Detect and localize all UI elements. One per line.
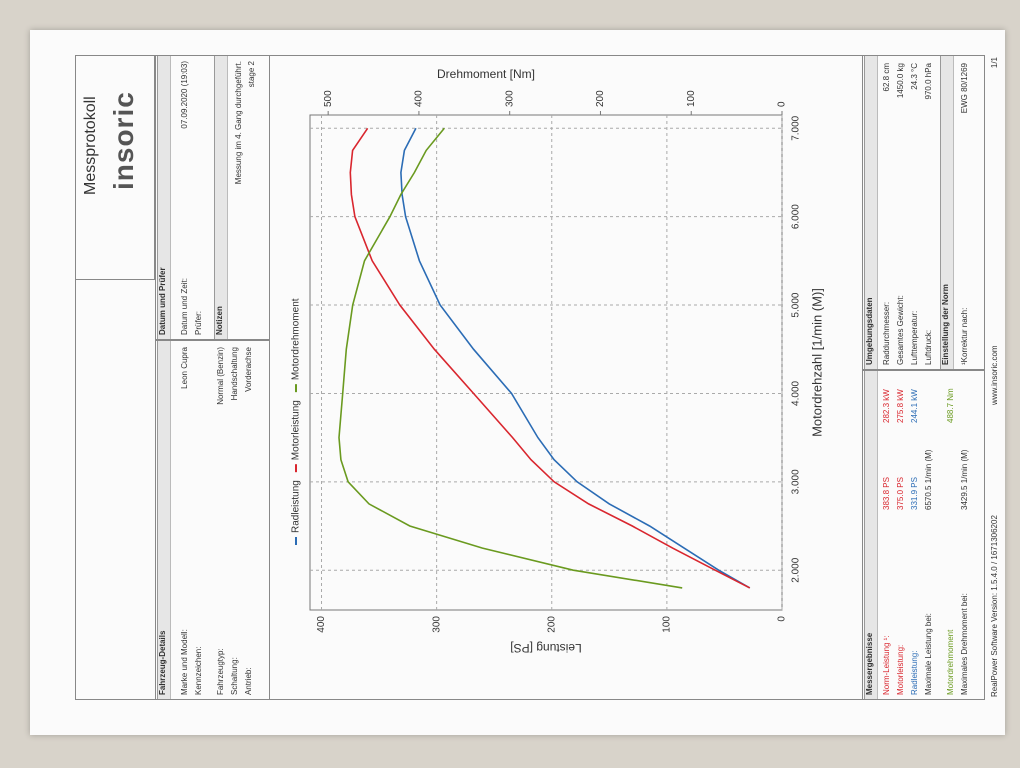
y2-tick-label: 0 bbox=[777, 101, 788, 107]
row-value: 6570.5 1/min (M) bbox=[924, 449, 933, 510]
y-tick-label: 300 bbox=[431, 616, 442, 633]
row-label: ¹Korrektur nach: bbox=[960, 307, 969, 365]
legend-label: Motorleistung bbox=[291, 400, 302, 460]
row-value: 1450.0 kg bbox=[896, 63, 905, 99]
row-value: 970.0 hPa bbox=[924, 63, 933, 100]
y2-tick-label: 100 bbox=[686, 90, 697, 107]
row-label: Lufttemperatur: bbox=[910, 310, 919, 365]
row-label: Motorleistung: bbox=[896, 644, 905, 695]
row-label: Maximale Leistung bei: bbox=[924, 613, 933, 695]
row-value: Leon Cupra bbox=[180, 347, 189, 389]
plot-area bbox=[309, 114, 783, 611]
note-line: stage 2 bbox=[247, 61, 256, 88]
y-tick-label: 400 bbox=[316, 616, 327, 633]
y-tick-label: 200 bbox=[546, 616, 557, 633]
row-label: Maximales Drehmoment bei: bbox=[960, 593, 969, 695]
row-value: 375.0 PS bbox=[896, 477, 905, 510]
x-axis-label: Motordrehzahl [1/min (M)] bbox=[809, 288, 824, 437]
x-tick-label: 4.000 bbox=[791, 380, 802, 405]
section-title: Fahrzeug-Details bbox=[158, 630, 167, 695]
row-label: Norm-Leistung ¹: bbox=[882, 635, 891, 695]
y2-tick-label: 500 bbox=[323, 90, 334, 107]
row-value: 24.3 °C bbox=[910, 63, 919, 90]
section-title: Messergebnisse bbox=[865, 632, 874, 695]
row-label: Prüfer: bbox=[194, 310, 203, 335]
row-label: Schaltung: bbox=[230, 657, 239, 695]
note-line: Messung im 4. Gang durchgeführt. bbox=[234, 61, 243, 185]
y-tick-label: 0 bbox=[777, 616, 788, 622]
row-label: Gesamtes Gewicht: bbox=[896, 295, 905, 365]
row-label: Datum und Zeit: bbox=[180, 278, 189, 335]
x-tick-label: 3.000 bbox=[791, 469, 802, 494]
row-value: Handschaltung bbox=[230, 347, 239, 401]
row-label: Kennzeichen: bbox=[194, 646, 203, 695]
row-value: 275.8 kW bbox=[896, 389, 905, 423]
chart: 0 100 200 300 400 0 100 200 300 400 500 2.000 3.000 4… bbox=[291, 67, 825, 655]
row-label: Motordrehmoment bbox=[946, 629, 955, 695]
footer-page: 1/1 bbox=[990, 57, 999, 69]
row-value: 3429.5 1/min (M) bbox=[960, 449, 969, 510]
footer-website: www.insoric.com bbox=[990, 345, 999, 405]
x-tick-label: 6.000 bbox=[791, 204, 802, 229]
legend-label: Radleistung bbox=[291, 480, 302, 533]
series-line bbox=[338, 127, 683, 589]
row-value: Vorderachse bbox=[244, 347, 253, 392]
row-value: 07.09.2020 (19:03) bbox=[180, 61, 189, 129]
row-value: Normal (Benzin) bbox=[216, 347, 225, 405]
series-line bbox=[400, 127, 751, 589]
section-title: Notizen bbox=[215, 306, 224, 335]
y2-axis-label: Drehmoment [Nm] bbox=[437, 67, 535, 81]
section-title: Datum und Prüfer bbox=[158, 267, 167, 335]
x-tick-label: 2.000 bbox=[791, 557, 802, 582]
y-axis-label: Leistung [PS] bbox=[510, 641, 581, 655]
section-title: Umgebungsdaten bbox=[865, 297, 874, 365]
footer-software: RealPower Software Version: 1.5.4.0 / 16… bbox=[990, 515, 999, 697]
row-value: EWG 80/1269 bbox=[960, 63, 969, 114]
row-value: 488.7 Nm bbox=[946, 388, 955, 423]
row-value: 331.9 PS bbox=[910, 477, 919, 510]
row-value: 282.3 kW bbox=[882, 389, 891, 423]
row-label: Raddurchmesser: bbox=[882, 301, 891, 365]
y-tick-label: 100 bbox=[662, 616, 673, 633]
row-label: Marke und Modell: bbox=[180, 629, 189, 695]
legend-label: Motordrehmoment bbox=[291, 298, 302, 380]
row-value: 244.1 kW bbox=[910, 389, 919, 423]
x-tick-label: 5.000 bbox=[791, 292, 802, 317]
y2-tick-label: 400 bbox=[414, 90, 425, 107]
row-label: Radleistung: bbox=[910, 650, 919, 695]
section-header-band bbox=[214, 56, 228, 339]
paper: Messprotokoll insoric 0 100 200 300 400 0 100 2… bbox=[30, 30, 1005, 735]
section-title: Einstellung der Norm bbox=[941, 284, 950, 365]
y2-tick-label: 300 bbox=[504, 90, 515, 107]
row-label: Antrieb: bbox=[244, 667, 253, 695]
row-label: Luftdruck: bbox=[924, 329, 933, 365]
series-line bbox=[349, 127, 751, 589]
x-tick-label: 7.000 bbox=[791, 115, 802, 140]
row-value: 383.8 PS bbox=[882, 477, 891, 510]
row-value: 62.8 cm bbox=[882, 63, 891, 92]
y2-tick-label: 200 bbox=[595, 90, 606, 107]
row-label: Fahrzeugtyp: bbox=[216, 648, 225, 695]
